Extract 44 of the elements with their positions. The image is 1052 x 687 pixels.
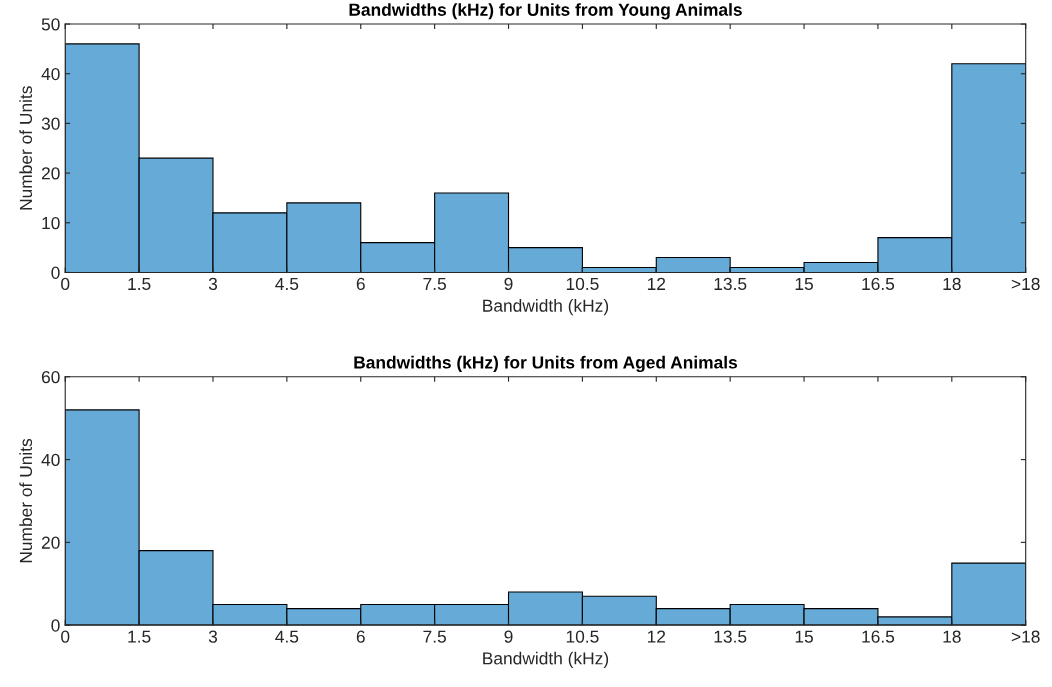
x-tick-label: 9 xyxy=(504,630,513,643)
x-tick-label: 7.5 xyxy=(423,630,446,643)
x-tick-label: >18 xyxy=(1011,277,1040,291)
x-tick-label: 7.5 xyxy=(423,277,446,291)
x-tick-label: 13.5 xyxy=(714,277,747,291)
y-tick-label: 40 xyxy=(41,453,60,467)
y-tick-label: 60 xyxy=(41,370,60,384)
x-tick-label: 1.5 xyxy=(128,630,151,643)
x-tick-label: 18 xyxy=(943,630,961,643)
x-tick-label: 0 xyxy=(61,277,70,291)
x-tick-label: 18 xyxy=(943,277,961,291)
chart-title: Bandwidths (kHz) for Units from Aged Animals xyxy=(354,355,738,373)
y-tick-label: 0 xyxy=(51,266,60,279)
x-tick-label: 6 xyxy=(356,277,365,291)
x-tick-label: 12 xyxy=(647,630,666,643)
x-tick-label: 13.5 xyxy=(714,630,747,643)
y-tick-label: 50 xyxy=(41,18,60,31)
y-axis-title: Number of Units xyxy=(19,86,33,210)
y-tick-label: 10 xyxy=(42,216,60,230)
y-axis-title: Number of Units xyxy=(19,438,33,563)
x-tick-label: 4.5 xyxy=(275,277,299,291)
y-tick-label: 0 xyxy=(51,619,60,632)
y-tick-label: 20 xyxy=(41,167,60,180)
x-tick-label: 3 xyxy=(208,277,218,291)
y-tick-label: 20 xyxy=(41,536,60,549)
x-tick-label: >18 xyxy=(1011,630,1040,643)
x-tick-label: 1.5 xyxy=(128,277,151,291)
x-tick-label: 9 xyxy=(504,277,513,291)
x-tick-label: 15 xyxy=(795,630,813,643)
x-tick-label: 3 xyxy=(208,630,218,643)
chart-title: Bandwidths (kHz) for Units from Young Animals xyxy=(349,3,742,20)
x-tick-label: 12 xyxy=(647,277,666,290)
x-axis-title: Bandwidth (kHz) xyxy=(483,299,609,316)
x-tick-label: 10.5 xyxy=(566,277,599,291)
x-tick-label: 4.5 xyxy=(275,630,299,643)
y-tick-label: 30 xyxy=(41,117,60,130)
x-axis-title: Bandwidth (kHz) xyxy=(483,651,609,668)
x-tick-label: 0 xyxy=(61,630,70,643)
y-tick-label: 40 xyxy=(41,67,60,81)
x-tick-label: 16.5 xyxy=(862,630,895,643)
x-tick-label: 6 xyxy=(356,630,365,643)
x-tick-label: 15 xyxy=(795,277,813,291)
x-tick-label: 10.5 xyxy=(566,630,599,643)
x-tick-label: 16.5 xyxy=(862,277,895,291)
